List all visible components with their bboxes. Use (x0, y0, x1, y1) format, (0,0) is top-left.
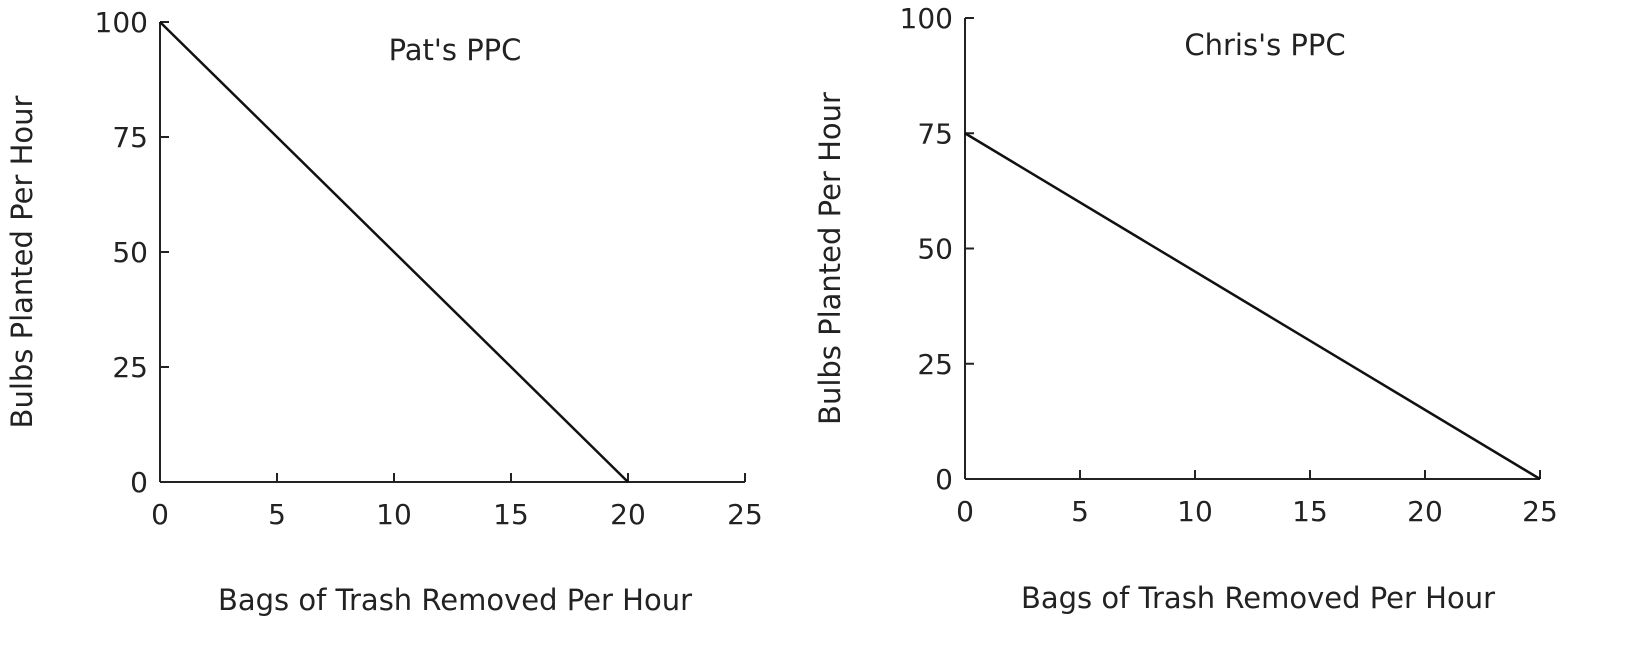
x-tick-label: 10 (1177, 495, 1213, 528)
x-tick-label: 15 (493, 498, 529, 531)
x-tick-label: 25 (727, 498, 763, 531)
y-tick-label: 0 (935, 463, 953, 496)
x-tick-label: 15 (1292, 495, 1328, 528)
y-tick-label: 50 (112, 236, 148, 269)
y-tick-label: 25 (917, 348, 953, 381)
chris-ppc-chart: 0 25 50 75 100 0 5 10 15 20 25 Chris's PPC Bags of T… (813, 2, 1558, 615)
ppc-line (964, 132, 1541, 481)
x-tick-label: 25 (1522, 495, 1558, 528)
x-tick-label: 5 (268, 498, 286, 531)
x-tick-label: 5 (1071, 495, 1089, 528)
x-tick-label: 10 (376, 498, 412, 531)
y-tick-label: 75 (917, 117, 953, 150)
y-tick-label: 100 (95, 6, 148, 39)
pat-ppc-chart: 0 25 50 75 100 0 5 10 15 20 25 Pat's PPC Bags of Tra… (5, 6, 763, 617)
chart-title: Chris's PPC (1184, 28, 1345, 62)
chart-title: Pat's PPC (389, 33, 522, 67)
y-tick-label: 50 (917, 233, 953, 266)
y-axis-title: Bulbs Planted Per Hour (813, 92, 847, 425)
x-tick-label: 0 (956, 495, 974, 528)
x-axis-title: Bags of Trash Removed Per Hour (1021, 581, 1495, 615)
x-tick-label: 0 (151, 498, 169, 531)
x-axis-title: Bags of Trash Removed Per Hour (218, 583, 692, 617)
y-tick-label: 0 (130, 466, 148, 499)
y-tick-label: 75 (112, 121, 148, 154)
y-tick-label: 100 (900, 2, 953, 35)
y-axis-title: Bulbs Planted Per Hour (5, 95, 39, 428)
y-tick-label: 25 (112, 351, 148, 384)
ppc-line (159, 21, 629, 483)
x-tick-label: 20 (1407, 495, 1443, 528)
x-tick-label: 20 (610, 498, 646, 531)
